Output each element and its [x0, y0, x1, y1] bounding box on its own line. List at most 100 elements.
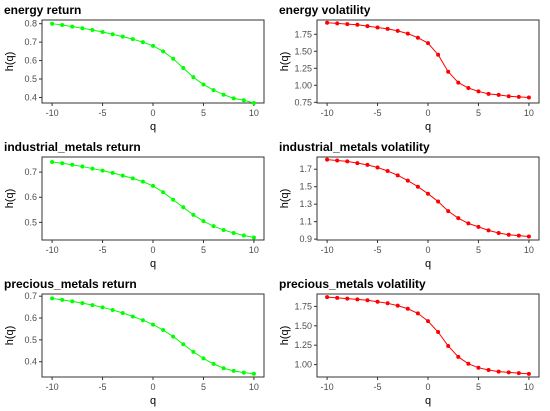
data-point: [120, 173, 125, 178]
data-point: [496, 92, 501, 97]
data-point: [140, 179, 145, 184]
plot-frame: [41, 19, 265, 104]
data-point: [436, 52, 441, 57]
data-point: [496, 231, 501, 236]
x-tick-label: 10: [249, 245, 259, 255]
y-tick-label: 1.75: [294, 29, 312, 39]
data-point: [526, 234, 531, 239]
data-point: [100, 29, 105, 34]
data-point: [446, 343, 451, 348]
x-tick-label: 5: [201, 245, 206, 255]
y-axis-label: h(q): [279, 326, 291, 346]
data-point: [100, 305, 105, 310]
data-point: [426, 191, 430, 196]
chart-svg: precious_metals volatility 1.00 1.25 1.50 1.…: [279, 277, 540, 407]
plot-frame: [316, 156, 540, 241]
y-tick-label: 0.9: [299, 234, 312, 244]
y-tick-label: 1.50: [294, 321, 312, 331]
x-tick-label: 0: [425, 108, 430, 118]
data-point: [436, 199, 441, 204]
data-point: [251, 101, 256, 105]
data-point: [221, 366, 226, 371]
x-tick-label: -10: [321, 108, 334, 118]
chart-svg: industrial_metals volatility 0.9 1.1 1.3 1.5…: [279, 140, 540, 270]
data-point: [241, 370, 246, 375]
x-tick-label: 0: [150, 245, 155, 255]
data-point: [211, 361, 216, 366]
data-point: [335, 21, 340, 26]
chart-panel-4: precious_metals return 0.4 0.5 0.6 0.7 -10 -5 0…: [0, 274, 275, 411]
data-point: [345, 22, 350, 27]
data-point: [231, 230, 236, 235]
series-line: [52, 297, 254, 375]
y-tick-label: 0.6: [24, 192, 37, 202]
data-point: [201, 219, 206, 224]
data-point: [456, 80, 461, 85]
data-point: [446, 209, 451, 214]
data-point: [120, 311, 125, 315]
y-axis-label: h(q): [4, 52, 16, 72]
x-tick-label: 10: [249, 382, 259, 392]
x-tick-label: 5: [201, 108, 206, 118]
data-point: [325, 295, 330, 300]
data-point: [466, 86, 471, 91]
plot-frame: [41, 156, 265, 241]
y-tick-label: 1.00: [294, 360, 312, 370]
x-tick-label: 0: [150, 382, 155, 392]
y-tick-label: 0.75: [294, 97, 312, 107]
data-point: [151, 183, 155, 188]
y-tick-label: 0.4: [24, 357, 37, 367]
y-tick-label: 0.7: [24, 37, 37, 47]
data-point: [161, 328, 166, 333]
x-axis-label: q: [150, 258, 156, 270]
data-point: [241, 98, 246, 103]
chart-svg: energy volatility 0.75 1.00 1.25 1.50 1.75 -10…: [279, 3, 540, 133]
data-point: [90, 27, 95, 32]
data-point: [191, 212, 196, 217]
data-point: [385, 168, 390, 173]
data-point: [325, 157, 330, 162]
data-point: [130, 314, 135, 319]
chart-panel-2: industrial_metals return 0.5 0.6 0.7 -10 -5 0 5…: [0, 137, 275, 274]
y-axis-label: h(q): [4, 189, 16, 209]
data-point: [201, 356, 206, 361]
data-point: [385, 26, 390, 31]
data-point: [385, 301, 390, 306]
data-point: [476, 224, 481, 229]
data-point: [466, 221, 471, 226]
y-tick-label: 0.5: [24, 335, 37, 345]
x-tick-label: 5: [201, 382, 206, 392]
data-point: [231, 96, 236, 101]
y-tick-label: 1.25: [294, 63, 312, 73]
y-tick-label: 1.5: [299, 182, 312, 192]
x-tick-label: -5: [374, 382, 382, 392]
data-point: [251, 235, 256, 240]
data-point: [60, 161, 65, 166]
data-point: [415, 35, 420, 40]
data-point: [516, 371, 521, 376]
data-point: [50, 160, 55, 165]
y-tick-label: 0.7: [24, 291, 37, 301]
data-point: [90, 303, 95, 308]
chart-title: industrial_metals return: [4, 140, 141, 154]
plot-frame: [316, 293, 540, 378]
data-point: [365, 162, 370, 167]
data-point: [161, 49, 166, 54]
chart-title: precious_metals return: [4, 277, 137, 291]
data-point: [476, 365, 481, 370]
chart-title: energy return: [4, 3, 81, 17]
x-axis-label: q: [150, 395, 156, 407]
data-point: [171, 334, 176, 339]
series-line: [327, 296, 529, 375]
x-tick-label: 5: [476, 245, 481, 255]
x-tick-label: 10: [524, 382, 534, 392]
y-tick-label: 1.50: [294, 46, 312, 56]
data-point: [161, 190, 166, 195]
data-point: [325, 20, 330, 25]
data-point: [476, 89, 481, 94]
x-tick-label: 10: [249, 108, 259, 118]
x-tick-label: -10: [46, 108, 59, 118]
data-point: [181, 342, 186, 347]
y-axis-label: h(q): [279, 189, 291, 209]
y-tick-label: 0.8: [24, 19, 37, 29]
